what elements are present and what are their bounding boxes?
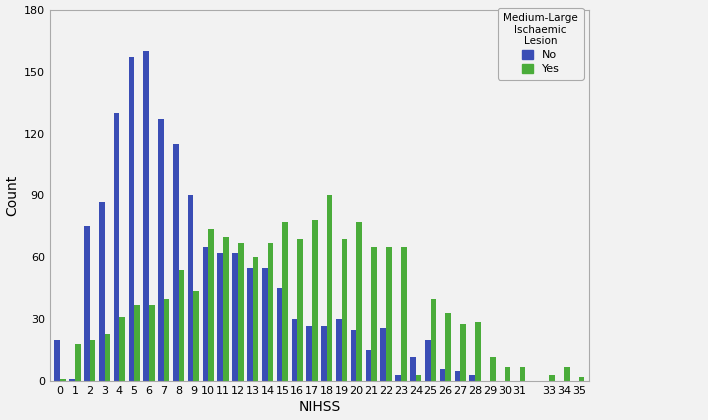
Bar [223,237,229,381]
Bar [425,340,430,381]
Bar [149,305,154,381]
Bar [262,268,268,381]
X-axis label: NIHSS: NIHSS [298,400,341,415]
Bar [327,195,333,381]
Bar [365,350,371,381]
Y-axis label: Count: Count [6,175,20,216]
Bar [193,291,199,381]
Bar [401,247,406,381]
Bar [202,247,208,381]
Bar [469,375,475,381]
Bar [282,222,288,381]
Bar [455,371,460,381]
Bar [105,334,110,381]
Bar [55,340,60,381]
Bar [321,326,327,381]
Bar [173,144,178,381]
Bar [460,323,466,381]
Bar [490,357,496,381]
Bar [60,379,66,381]
Bar [336,320,342,381]
Bar [579,377,584,381]
Bar [445,313,451,381]
Bar [386,247,392,381]
Bar [188,195,193,381]
Bar [144,51,149,381]
Bar [253,257,258,381]
Bar [277,289,282,381]
Bar [410,357,416,381]
Bar [238,243,244,381]
Bar [247,268,253,381]
Bar [69,379,75,381]
Bar [178,270,184,381]
Bar [357,222,362,381]
Bar [75,344,81,381]
Bar [342,239,348,381]
Bar [505,367,510,381]
Bar [380,328,386,381]
Bar [549,375,555,381]
Bar [292,320,297,381]
Bar [208,228,214,381]
Bar [395,375,401,381]
Bar [312,220,318,381]
Bar [307,326,312,381]
Bar [520,367,525,381]
Bar [217,253,223,381]
Bar [564,367,570,381]
Bar [158,119,164,381]
Legend: No, Yes: No, Yes [498,8,583,79]
Bar [430,299,436,381]
Bar [164,299,169,381]
Bar [297,239,303,381]
Bar [114,113,120,381]
Bar [135,305,139,381]
Bar [475,321,481,381]
Bar [416,375,421,381]
Bar [129,57,135,381]
Bar [99,202,105,381]
Bar [440,369,445,381]
Bar [351,330,357,381]
Bar [232,253,238,381]
Bar [268,243,273,381]
Bar [371,247,377,381]
Bar [90,340,96,381]
Bar [84,226,90,381]
Bar [120,318,125,381]
